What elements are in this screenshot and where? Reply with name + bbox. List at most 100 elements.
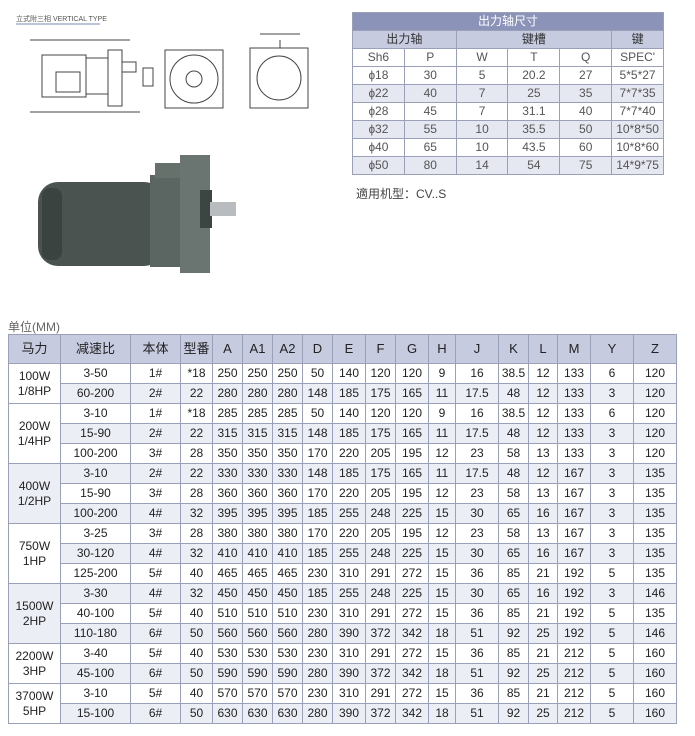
cell: 25: [507, 84, 561, 103]
power-line: 2HP: [22, 613, 47, 628]
cell: 45-100: [60, 663, 131, 684]
power-line: 3HP: [22, 663, 47, 678]
power-line: 5HP: [22, 703, 47, 718]
cell: 110-180: [60, 623, 131, 644]
cell: 170: [302, 443, 333, 464]
table-row: 40-100 5# 40 510 510 510 230 310 291 272 15 36 85 21 1…: [9, 603, 677, 624]
cell: 530: [242, 643, 273, 664]
column-header: M: [557, 334, 591, 364]
cell: 6: [590, 363, 634, 384]
cell: 330: [272, 463, 303, 484]
cell: 195: [395, 443, 429, 464]
cell: 465: [272, 563, 303, 584]
drawing-label: 立式附三相 VERTICAL TYPE: [16, 16, 107, 23]
cell: 31.1: [507, 102, 561, 121]
cell: 390: [332, 663, 366, 684]
cell: 133: [557, 443, 591, 464]
cell: 510: [242, 603, 273, 624]
cell: 13: [528, 483, 558, 504]
cell: 3: [590, 423, 634, 444]
cell: 170: [302, 483, 333, 504]
cell: 291: [365, 603, 396, 624]
table-row: 15-90 3# 28 360 360 360 170 220 205 195 12 23 58 13 16…: [9, 483, 677, 504]
cell: 372: [365, 663, 396, 684]
cell: 13: [528, 443, 558, 464]
cell: 192: [557, 583, 591, 604]
cell: 272: [395, 603, 429, 624]
cell: 9: [428, 403, 456, 424]
cell: 85: [498, 603, 529, 624]
cell: 7*7*40: [611, 102, 664, 121]
column-header: 本体: [130, 334, 181, 364]
shaft-table: 出力轴尺寸 出力轴 键槽键 Sh6 P W T Q SPEC' ɸ18 30 5 20.2 27 5*5*2…: [352, 12, 664, 175]
cell: 10: [455, 120, 509, 139]
cell: 510: [272, 603, 303, 624]
cell: 570: [272, 683, 303, 704]
cell: 28: [180, 483, 213, 504]
cell: 170: [302, 523, 333, 544]
group-row: 出力轴 键槽键: [352, 30, 664, 49]
column-row: Sh6 P W T Q SPEC': [352, 48, 664, 67]
group-header: 键: [611, 30, 664, 49]
power-cell: 100W 1/8HP: [8, 363, 61, 404]
power-line: 200W: [18, 418, 51, 433]
cell: 3-50: [60, 363, 131, 384]
power-cell: 1500W 2HP: [8, 583, 61, 644]
table-row: 2200W 3HP 3-40 5# 40 530 530 530 230 310 291 272 15 3…: [8, 643, 677, 684]
cell: 630: [242, 703, 273, 724]
column-header: A1: [242, 334, 273, 364]
cell: 248: [365, 583, 396, 604]
cell: 280: [212, 383, 243, 404]
cell: 5: [590, 703, 634, 724]
cell: 310: [332, 563, 366, 584]
cell: 280: [242, 383, 273, 404]
cell: 330: [212, 463, 243, 484]
cell: 12: [428, 483, 456, 504]
cell: 5#: [130, 563, 181, 584]
table-row: 15-100 6# 50 630 630 630 280 390 372 342 18 51 92 25 2…: [9, 703, 677, 724]
cell: 570: [242, 683, 273, 704]
column-header: D: [302, 334, 333, 364]
applicable-models: 適用机型：CV..S: [356, 187, 447, 201]
cell: 5: [455, 66, 509, 85]
column-header: J: [455, 334, 499, 364]
cell: 160: [633, 683, 677, 704]
cell: ɸ18: [352, 66, 405, 85]
cell: 272: [395, 683, 429, 704]
cell: 36: [455, 683, 499, 704]
cell: 48: [498, 463, 529, 484]
cell: 92: [498, 663, 529, 684]
cell: 38.5: [498, 363, 529, 384]
cell: 12: [528, 423, 558, 444]
cell: 3: [590, 483, 634, 504]
cell: 590: [212, 663, 243, 684]
table-row: ɸ40 65 10 43.5 60 10*8*60: [352, 138, 664, 157]
cell: 360: [272, 483, 303, 504]
cell: 3#: [130, 483, 181, 504]
cell: 30: [455, 543, 499, 564]
cell: 148: [302, 423, 333, 444]
cell: ɸ22: [352, 84, 405, 103]
cell: 5: [590, 563, 634, 584]
cell: 12: [528, 363, 558, 384]
cell: 36: [455, 643, 499, 664]
table-row: 400W 1/2HP 3-10 2# 22 330 330 330 148 185 175 165 11…: [8, 463, 677, 524]
cell: 2#: [130, 463, 181, 484]
cell: 342: [395, 703, 429, 724]
cell: 3: [590, 383, 634, 404]
cell: 22: [180, 463, 213, 484]
cell: 590: [272, 663, 303, 684]
cell: 5: [590, 683, 634, 704]
cell: 5: [590, 603, 634, 624]
cell: 43.5: [507, 138, 561, 157]
cell: 185: [332, 383, 366, 404]
cell: 220: [332, 523, 366, 544]
cell: 6#: [130, 623, 181, 644]
cell: 167: [557, 463, 591, 484]
cell: 28: [180, 523, 213, 544]
power-cell: 400W 1/2HP: [8, 463, 61, 524]
cell: 560: [242, 623, 273, 644]
power-cell: 3700W 5HP: [8, 683, 61, 724]
cell: 6#: [130, 703, 181, 724]
